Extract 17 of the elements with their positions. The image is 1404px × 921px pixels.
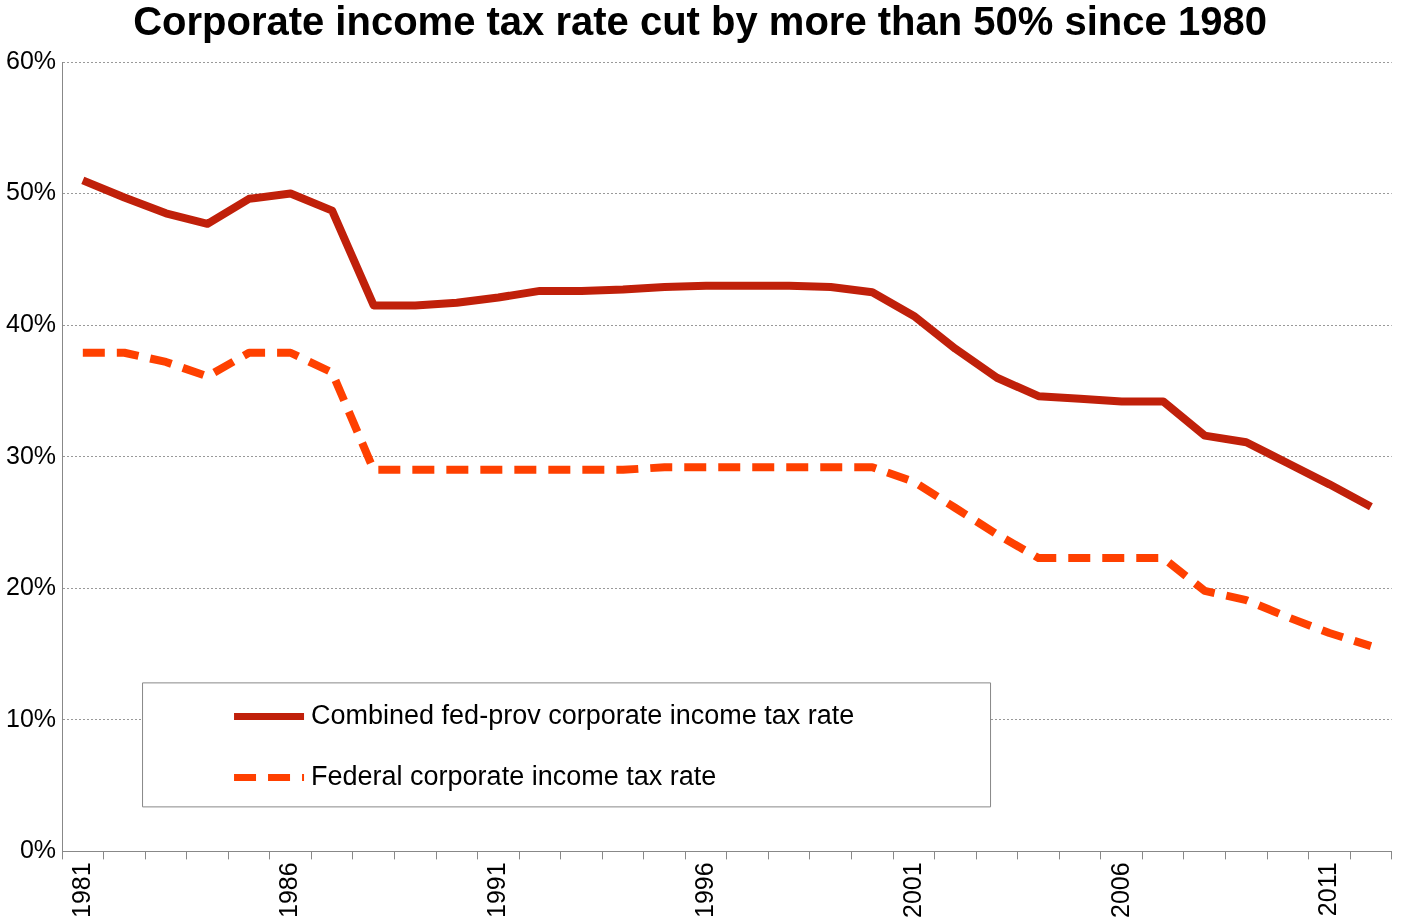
legend-label: Combined fed-prov corporate income tax rate [311,699,855,730]
y-tick-label: 60% [5,45,57,74]
x-tick-label: 2011 [1313,862,1342,917]
legend-label: Federal corporate income tax rate [311,760,717,791]
y-tick-label: 50% [5,177,57,206]
x-tick-label: 2006 [1105,862,1134,919]
x-tick-label: 1991 [482,862,511,919]
x-tick-label: 1986 [274,862,303,919]
y-tick-label: 40% [5,309,57,338]
chart-title: Corporate income tax rate cut by more than 50% since 1980 [133,0,1267,44]
y-tick-label: 20% [5,572,57,601]
y-tick-label: 30% [5,440,57,469]
x-tick-label: 1996 [689,862,718,919]
x-tick-label: 1981 [66,862,95,919]
y-tick-label: 0% [19,835,57,864]
y-tick-label: 10% [5,703,57,732]
x-tick-label: 2001 [897,862,926,919]
